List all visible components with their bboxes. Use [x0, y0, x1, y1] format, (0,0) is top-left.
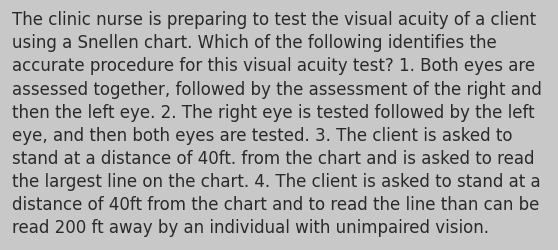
Text: stand at a distance of 40ft. from the chart and is asked to read: stand at a distance of 40ft. from the ch… [12, 149, 535, 167]
Text: the largest line on the chart. 4. The client is asked to stand at a: the largest line on the chart. 4. The cl… [12, 172, 541, 190]
Text: The clinic nurse is preparing to test the visual acuity of a client: The clinic nurse is preparing to test th… [12, 11, 536, 29]
Text: then the left eye. 2. The right eye is tested followed by the left: then the left eye. 2. The right eye is t… [12, 103, 535, 121]
Text: distance of 40ft from the chart and to read the line than can be: distance of 40ft from the chart and to r… [12, 195, 540, 213]
Text: accurate procedure for this visual acuity test? 1. Both eyes are: accurate procedure for this visual acuit… [12, 57, 535, 75]
Text: assessed together, followed by the assessment of the right and: assessed together, followed by the asses… [12, 80, 542, 98]
Text: read 200 ft away by an individual with unimpaired vision.: read 200 ft away by an individual with u… [12, 218, 489, 236]
Text: eye, and then both eyes are tested. 3. The client is asked to: eye, and then both eyes are tested. 3. T… [12, 126, 513, 144]
Text: using a Snellen chart. Which of the following identifies the: using a Snellen chart. Which of the foll… [12, 34, 497, 52]
